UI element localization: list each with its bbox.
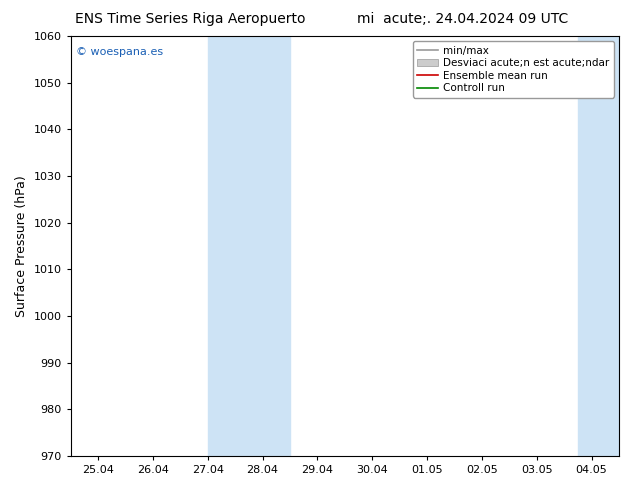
Text: © woespana.es: © woespana.es — [76, 47, 164, 57]
Bar — [578, 36, 619, 456]
Text: ENS Time Series Riga Aeropuerto: ENS Time Series Riga Aeropuerto — [75, 12, 306, 26]
Bar — [208, 36, 290, 456]
Legend: min/max, Desviaci acute;n est acute;ndar, Ensemble mean run, Controll run: min/max, Desviaci acute;n est acute;ndar… — [413, 41, 614, 98]
Text: mi  acute;. 24.04.2024 09 UTC: mi acute;. 24.04.2024 09 UTC — [357, 12, 569, 26]
Y-axis label: Surface Pressure (hPa): Surface Pressure (hPa) — [15, 175, 28, 317]
